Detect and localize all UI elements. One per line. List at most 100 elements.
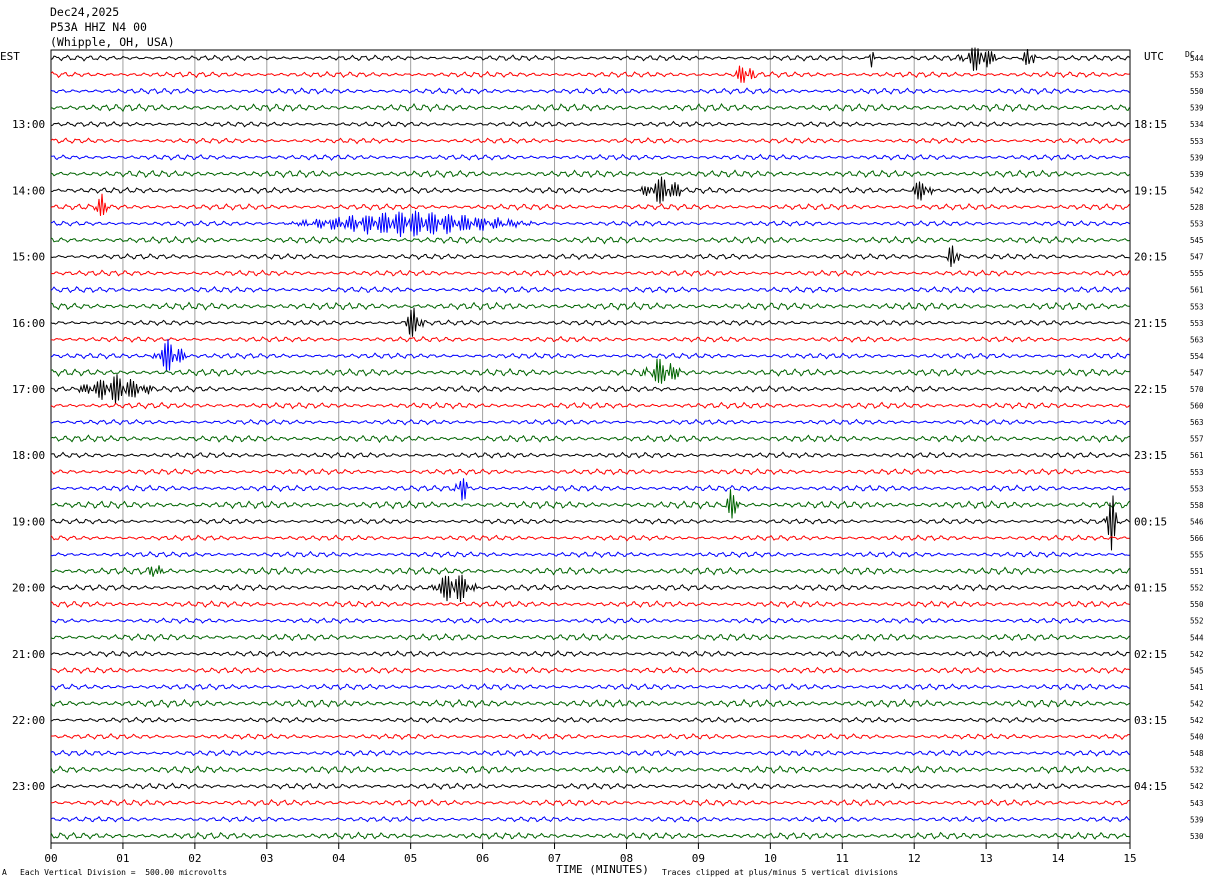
seismic-trace [50,338,1130,372]
x-tick-label: 11 [836,852,849,865]
seismic-trace [50,137,1130,145]
dc-offset-label: 542 [1190,716,1204,725]
dc-offset-label: 552 [1190,617,1204,626]
seismic-trace [50,574,1130,602]
seismic-trace [50,245,1130,268]
x-tick-label: 06 [476,852,489,865]
seismic-trace [50,102,1130,113]
right-hour-label: 19:15 [1134,184,1167,197]
seismic-trace [50,534,1130,542]
dc-offset-label: 547 [1190,368,1204,377]
left-hour-label: 19:00 [12,515,45,528]
seismic-trace [50,235,1130,245]
dc-offset-label: 566 [1190,534,1204,543]
x-tick-label: 07 [548,852,561,865]
dc-offset-label: 553 [1190,137,1204,146]
dc-offset-label: 528 [1190,203,1204,212]
right-hour-label: 22:15 [1134,383,1167,396]
x-tick-label: 04 [332,852,346,865]
dc-offset-label: 546 [1190,517,1204,526]
right-hour-label: 21:15 [1134,317,1167,330]
dc-offset-label: 555 [1190,269,1204,278]
x-tick-label: 12 [908,852,921,865]
plot-date: Dec24,2025 [50,5,120,19]
right-hour-label: 04:15 [1134,780,1167,793]
x-axis-label: TIME (MINUTES) [556,863,649,876]
dc-offset-label: 541 [1190,683,1204,692]
x-tick-label: 10 [764,852,777,865]
seismic-trace [51,798,1130,807]
seismic-trace [50,550,1130,559]
dc-offset-label: 543 [1190,799,1204,808]
seismic-trace [50,489,1130,519]
right-hour-label: 18:15 [1134,118,1167,131]
station-location: (Whipple, OH, USA) [50,35,175,49]
left-hour-label: 14:00 [12,184,45,197]
dc-offset-label: 539 [1190,815,1204,824]
seismic-trace [50,120,1130,128]
x-tick-label: 00 [44,852,57,865]
seismic-trace [51,683,1130,691]
corner-mark: A [2,868,7,877]
seismic-trace [50,193,1130,216]
left-hour-label: 21:00 [12,648,45,661]
seismic-trace [50,418,1130,426]
dc-offset-label: 539 [1190,104,1204,113]
dc-offset-label: 553 [1190,71,1204,80]
x-tick-label: 08 [620,852,633,865]
seismic-trace [50,468,1130,476]
seismic-trace [50,495,1130,551]
dc-offset-label: 544 [1190,633,1204,642]
left-hour-label: 18:00 [12,449,45,462]
dc-offset-label: 551 [1190,567,1204,576]
seismic-trace [50,650,1130,658]
dc-offset-label: 542 [1190,186,1204,195]
x-tick-label: 15 [1123,852,1136,865]
dc-offset-label: 544 [1190,54,1204,63]
dc-offset-label: 532 [1190,766,1204,775]
seismic-trace [50,285,1130,294]
dc-offset-label: 545 [1190,666,1204,675]
dc-header: DC [1185,50,1195,59]
right-hour-label: 23:15 [1134,449,1167,462]
dc-offset-label: 557 [1190,435,1204,444]
clip-note: Traces clipped at plus/minus 5 vertical … [662,868,899,877]
seismic-trace [50,632,1130,642]
right-hour-label: 01:15 [1134,582,1167,595]
dc-offset-label: 539 [1190,153,1204,162]
dc-offset-label: 542 [1190,699,1204,708]
seismic-trace [50,749,1130,757]
right-hour-label: 02:15 [1134,648,1167,661]
dc-offset-label: 548 [1190,749,1204,758]
x-tick-label: 01 [116,852,129,865]
x-tick-label: 03 [260,852,273,865]
left-hour-label: 17:00 [12,383,45,396]
seismic-trace [50,815,1130,823]
dc-offset-label: 553 [1190,484,1204,493]
left-hour-label: 20:00 [12,582,45,595]
seismic-trace [50,617,1130,625]
seismic-trace [50,434,1130,444]
seismic-trace [50,478,1130,501]
dc-offset-label: 560 [1190,402,1204,411]
dc-offset-label: 561 [1190,286,1204,295]
seismic-trace [50,782,1130,791]
seismic-trace [50,335,1130,343]
seismic-trace [50,831,1130,841]
dc-offset-label: 530 [1190,832,1204,841]
seismic-trace [50,87,1130,95]
seismic-trace [50,307,1130,337]
x-tick-label: 02 [188,852,201,865]
x-tick-label: 13 [980,852,993,865]
right-hour-label: 20:15 [1134,251,1167,264]
seismic-trace [50,47,1130,71]
left-timezone: EST [0,50,20,63]
seismic-trace [50,65,1130,83]
left-hour-label: 16:00 [12,317,45,330]
dc-offset-label: 547 [1190,253,1204,262]
dc-offset-label: 550 [1190,600,1204,609]
right-hour-label: 00:15 [1134,515,1167,528]
dc-offset-label: 550 [1190,87,1204,96]
dc-offset-label: 553 [1190,220,1204,229]
